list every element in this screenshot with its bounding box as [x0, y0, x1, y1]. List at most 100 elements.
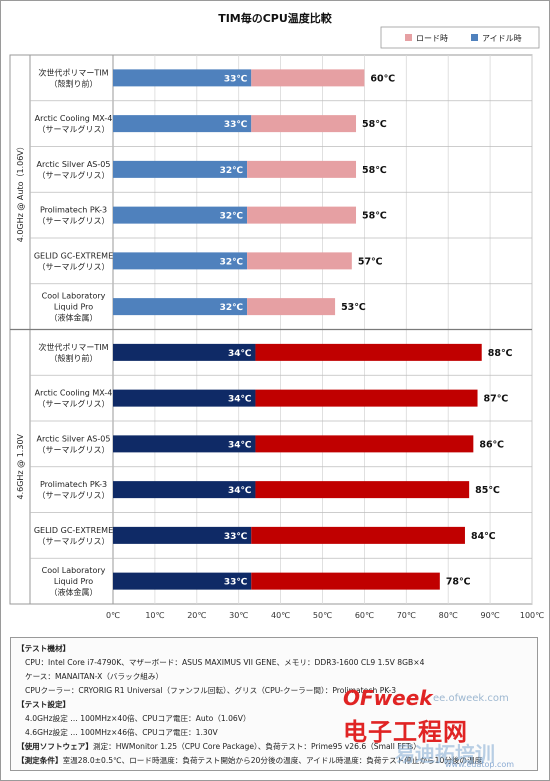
x-tick-label: 50℃ [313, 611, 332, 620]
category-labels: 次世代ポリマーTIM（殻割り前）Arctic Cooling MX-4（サーマル… [16, 67, 113, 597]
category-label: （サーマルグリス） [38, 170, 110, 180]
legend-label: アイドル時 [482, 34, 522, 43]
idle-bar [113, 526, 252, 544]
load-bar [255, 481, 470, 499]
setting-2: 4.6GHz設定 … 100MHz×46倍、CPUコア電圧：1.30V [25, 728, 218, 737]
idle-bar [113, 115, 252, 133]
category-label: （サーマルグリス） [38, 444, 110, 454]
category-label: GELID GC-EXTREME [34, 251, 113, 260]
category-label: （殻割り前） [50, 353, 98, 363]
idle-value-label: 32℃ [220, 303, 244, 313]
category-label: （殻割り前） [50, 78, 98, 88]
legend-box [380, 26, 540, 49]
load-value-label: 88℃ [488, 348, 513, 359]
idle-value-label: 33℃ [224, 532, 248, 542]
load-bar [247, 298, 336, 316]
category-label: Arctic Silver AS-05 [37, 434, 111, 443]
idle-value-label: 34℃ [228, 440, 252, 450]
cooler-line: CPUクーラー：CRYORIG R1 Universal（ファンフル回転）、グリ… [25, 686, 397, 695]
chart: TIM毎のCPU温度比較 ロード時 アイドル時 33℃ 60℃ 33℃ 58℃ 32℃ 58… [9, 11, 544, 620]
cpu-line: CPU：Intel Core i7-4790K、マザーボード：ASUS MAXI… [25, 658, 425, 667]
load-value-label: 57℃ [358, 256, 383, 267]
x-tick-label: 90℃ [481, 611, 500, 620]
category-label: Arctic Cooling MX-4 [35, 114, 113, 123]
idle-bar [113, 343, 256, 361]
idle-bar [113, 389, 256, 407]
load-value-label: 87℃ [484, 394, 509, 405]
x-tick-label: 30℃ [229, 611, 248, 620]
load-value-label: 58℃ [362, 165, 387, 176]
load-bar [247, 206, 357, 224]
category-label: Liquid Pro [54, 577, 93, 586]
load-value-label: 86℃ [479, 439, 504, 450]
group-label: 4.0GHz @ Auto（1.06V） [16, 142, 25, 242]
category-label: （液体金属） [50, 587, 98, 597]
group-label: 4.6GHz @ 1.30V [16, 433, 25, 499]
category-label: Liquid Pro [54, 303, 93, 312]
category-label: Prolimatech PK-3 [40, 206, 107, 215]
category-label: （サーマルグリス） [38, 399, 110, 409]
x-tick-label: 80℃ [439, 611, 458, 620]
category-label: （サーマルグリス） [38, 536, 110, 546]
x-tick-label: 70℃ [397, 611, 416, 620]
category-label: （サーマルグリス） [38, 124, 110, 134]
load-bar [255, 435, 474, 453]
load-bar [251, 115, 357, 133]
load-value-label: 85℃ [475, 485, 500, 496]
x-tick-label: 20℃ [187, 611, 206, 620]
idle-value-label: 33℃ [224, 578, 248, 588]
x-tick-label: 60℃ [355, 611, 374, 620]
category-label: GELID GC-EXTREME [34, 526, 113, 535]
idle-value-label: 32℃ [220, 257, 244, 267]
legend-swatch [471, 34, 478, 41]
load-value-label: 53℃ [341, 302, 366, 313]
grid [9, 54, 533, 605]
idle-value-label: 34℃ [228, 349, 252, 359]
x-axis-ticks: 0℃ 10℃ 20℃ 30℃ 40℃ 50℃ 60℃ 70℃ 80℃ 90℃ 100℃ [106, 611, 544, 620]
load-bar [255, 389, 478, 407]
bars: 33℃ 60℃ 33℃ 58℃ 32℃ 58℃ 32℃ 58℃ 32℃ 57℃ 32℃ 53℃ 34℃ 8… [113, 69, 513, 590]
idle-bar [113, 572, 252, 590]
idle-value-label: 32℃ [220, 212, 244, 222]
software-heading: 【使用ソフトウェア】 [17, 742, 93, 751]
load-bar [251, 526, 465, 544]
load-value-label: 58℃ [362, 211, 387, 222]
idle-bar [113, 435, 256, 453]
category-label: 次世代ポリマーTIM [38, 342, 108, 352]
category-label: Arctic Silver AS-05 [37, 160, 111, 169]
idle-value-label: 34℃ [228, 395, 252, 405]
load-value-label: 84℃ [471, 531, 496, 542]
test-notes: 【テスト機材】 CPU：Intel Core i7-4790K、マザーボード：A… [10, 637, 538, 771]
idle-value-label: 34℃ [228, 486, 252, 496]
x-tick-label: 0℃ [106, 611, 120, 620]
load-bar [251, 572, 440, 590]
category-label: Cool Laboratory [42, 292, 106, 301]
x-tick-label: 40℃ [271, 611, 290, 620]
idle-bar [113, 252, 248, 270]
test-env-heading: 【テスト機材】 [17, 644, 71, 653]
legend: ロード時 アイドル時 [380, 26, 540, 49]
idle-bar [113, 160, 248, 178]
x-tick-label: 10℃ [145, 611, 164, 620]
load-bar [251, 69, 365, 87]
x-tick-label: 100℃ [520, 611, 544, 620]
idle-value-label: 33℃ [224, 74, 248, 84]
load-bar [247, 252, 352, 270]
settings-heading: 【テスト設定】 [17, 700, 71, 709]
category-label: 次世代ポリマーTIM [38, 67, 108, 77]
idle-bar [113, 298, 248, 316]
load-value-label: 58℃ [362, 119, 387, 130]
conditions-text: 室温28.0±0.5℃、ロード時温度：負荷テスト開始から20分後の温度、アイドル… [62, 756, 483, 765]
category-label: （サーマルグリス） [38, 261, 110, 271]
category-label: Prolimatech PK-3 [40, 480, 107, 489]
idle-bar [113, 481, 256, 499]
conditions-heading: 【測定条件】 [17, 756, 63, 765]
case-line: ケース：MANAITAN-X（バラック組み） [25, 672, 164, 681]
load-bar [247, 160, 357, 178]
setting-1: 4.0GHz設定 … 100MHz×40倍、CPUコア電圧：Auto（1.06V… [25, 714, 251, 723]
legend-label: ロード時 [416, 34, 448, 43]
load-value-label: 78℃ [446, 577, 471, 588]
idle-value-label: 32℃ [220, 166, 244, 176]
load-value-label: 60℃ [370, 73, 395, 84]
idle-value-label: 33℃ [224, 120, 248, 130]
